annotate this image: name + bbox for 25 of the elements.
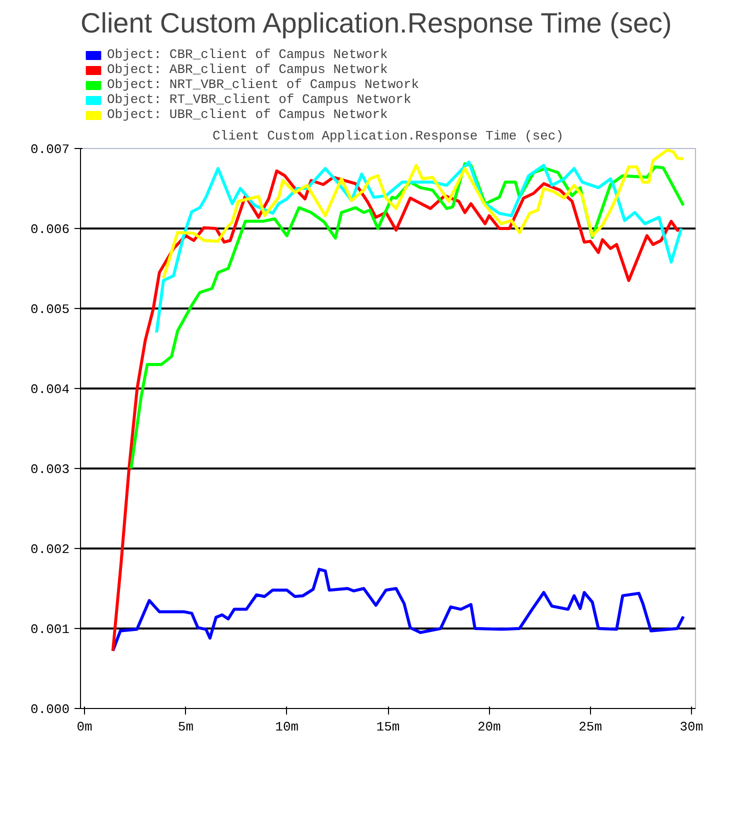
line-series [155, 160, 683, 334]
legend-label: Object: RT_VBR_client of Campus Network [107, 92, 412, 107]
x-tick-label: 0m [76, 720, 93, 734]
x-tick-label: 5m [178, 720, 194, 734]
chart-subtitle: Client Custom Application.Response Time (sec) [212, 128, 564, 144]
y-tick-label: 0.002 [30, 542, 70, 557]
line-series [111, 568, 685, 652]
legend-label: Object: CBR_client of Campus Network [107, 47, 388, 62]
x-tick-label: 10m [275, 720, 299, 734]
x-tick-label: 30m [680, 720, 704, 734]
legend-label: Object: NRT_VBR_client of Campus Network [107, 77, 420, 92]
legend-label: Object: UBR_client of Campus Network [107, 107, 388, 122]
y-tick-label: 0.000 [30, 702, 70, 717]
y-tick-label: 0.005 [30, 302, 70, 317]
x-tick-label: 15m [376, 720, 400, 734]
y-tick-label: 0.004 [30, 382, 70, 397]
legend-label: Object: ABR_client of Campus Network [107, 62, 388, 77]
x-tick-label: 20m [477, 720, 502, 734]
y-tick-label: 0.003 [30, 462, 70, 477]
x-tick-label: 25m [578, 720, 602, 734]
line-series [162, 148, 685, 280]
chart-title: Client Custom Application.Response Time (sec) [80, 8, 672, 38]
y-tick-label: 0.007 [30, 142, 70, 157]
y-tick-label: 0.001 [30, 622, 70, 637]
y-tick-label: 0.006 [30, 222, 70, 237]
